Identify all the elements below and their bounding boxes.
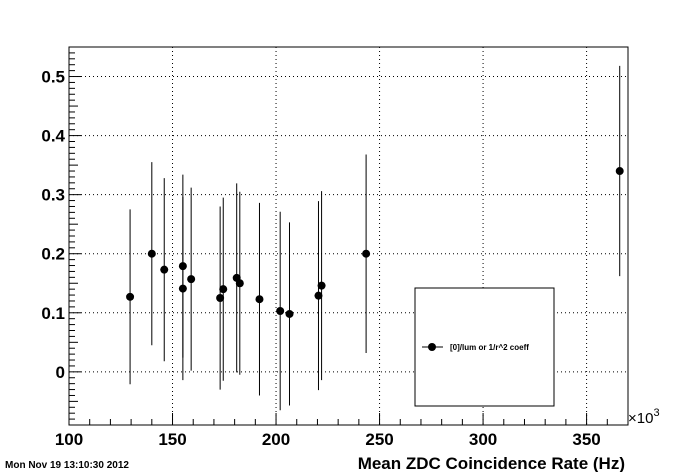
x-tick-label: 150 [158, 430, 186, 449]
data-point [178, 197, 187, 381]
point-marker [255, 295, 264, 304]
x-multiplier-exponent: 3 [653, 407, 659, 419]
y-tick-label: 0.5 [41, 68, 65, 87]
point-marker [160, 265, 169, 274]
x-tick-label: 300 [469, 430, 497, 449]
y-tick-label: 0.2 [41, 245, 65, 264]
legend-label: [0]/lum or 1/r^2 coeff [450, 343, 529, 352]
point-marker [147, 249, 156, 258]
data-point [362, 154, 371, 353]
data-point [615, 65, 624, 277]
timestamp: Mon Nov 19 13:10:30 2012 [5, 460, 129, 471]
data-points [126, 65, 624, 411]
x-multiplier: ×103 [628, 407, 660, 427]
point-marker [178, 284, 187, 293]
data-point [160, 178, 169, 362]
point-marker [615, 167, 624, 176]
legend: [0]/lum or 1/r^2 coeff [414, 287, 555, 407]
data-point [147, 162, 156, 346]
point-marker [235, 279, 244, 288]
data-point [219, 197, 228, 381]
y-tick-label: 0.4 [41, 127, 65, 146]
data-point [216, 206, 225, 390]
x-tick-labels: 100 150 200 250 300 350 [55, 430, 601, 449]
point-marker [219, 285, 228, 294]
data-point [285, 222, 294, 406]
y-tick-label: 0 [56, 363, 65, 382]
x-tick-label: 350 [572, 430, 600, 449]
data-point [235, 191, 244, 375]
x-axis-title: Mean ZDC Coincidence Rate (Hz) [358, 454, 625, 472]
x-tick-label: 250 [365, 430, 393, 449]
point-marker [216, 294, 225, 303]
point-marker [126, 292, 135, 301]
point-marker [314, 291, 323, 300]
point-marker [317, 281, 326, 290]
point-marker [187, 275, 196, 284]
x-multiplier-base: ×10 [628, 410, 653, 427]
x-tick-label: 100 [55, 430, 83, 449]
data-point [314, 201, 323, 391]
y-tick-labels: 0 0.1 0.2 0.3 0.4 0.5 [41, 68, 65, 382]
legend-marker [428, 343, 436, 351]
data-point [317, 191, 326, 381]
y-tick-label: 0.3 [41, 186, 65, 205]
point-marker [276, 307, 285, 316]
x-tick-label: 200 [262, 430, 290, 449]
axis-ticks [68, 46, 629, 426]
data-point [276, 211, 285, 411]
point-marker [285, 309, 294, 318]
y-tick-label: 0.1 [41, 304, 65, 323]
data-point [126, 209, 135, 385]
data-point [255, 202, 264, 396]
data-point [187, 187, 196, 371]
point-marker [362, 249, 371, 258]
